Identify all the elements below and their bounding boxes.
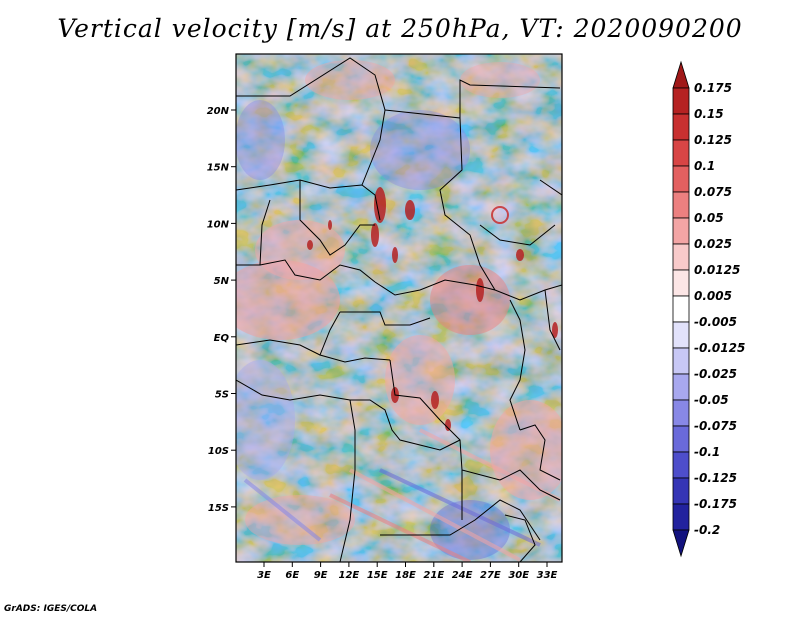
colorbar: 0.175 0.15 0.125 0.1 0.075 0.05 0.025 0.0125 0.0… [672, 60, 745, 558]
colorbar-segment [672, 321, 690, 349]
colorbar-label: 0.05 [694, 211, 724, 225]
colorbar-segment [672, 373, 690, 401]
colorbar-segment [672, 139, 690, 167]
colorbar-segment [672, 269, 690, 297]
colorbar-segment [672, 165, 690, 193]
colorbar-segment [672, 191, 690, 219]
latitude-axis: 20N 15N 10N 5N EQ 5S 10S 15S [207, 106, 236, 514]
lat-tick-label: 15N [207, 163, 230, 174]
colorbar-label: -0.025 [694, 367, 737, 381]
colorbar-segment [672, 217, 690, 245]
country-borders [236, 57, 562, 562]
lon-tick-label: 27E [480, 570, 501, 581]
colorbar-segment [672, 295, 690, 323]
longitude-axis: 3E 6E 9E 12E 15E 18E 21E 24E 27E 30E 33E [257, 562, 558, 581]
colorbar-label: 0.125 [694, 133, 732, 147]
colorbar-label: -0.0125 [694, 341, 745, 355]
colorbar-label: -0.075 [694, 419, 737, 433]
lat-tick-label: 5N [214, 276, 230, 287]
colorbar-segment [672, 87, 690, 115]
lon-tick-label: 9E [314, 570, 328, 581]
colorbar-label: 0.0125 [694, 263, 740, 277]
map-frame [235, 53, 563, 563]
colorbar-label: 0.025 [694, 237, 732, 251]
lon-tick-label: 18E [395, 570, 416, 581]
colorbar-label: 0.075 [694, 185, 732, 199]
grads-credit: GrADS: IGES/COLA [4, 604, 98, 614]
lon-tick-label: 12E [339, 570, 360, 581]
colorbar-label: -0.05 [694, 393, 729, 407]
map-title: Vertical velocity [m/s] at 250hPa, VT: 2… [57, 14, 743, 43]
velocity-field [236, 54, 562, 562]
lon-tick-label: 24E [452, 570, 473, 581]
colorbar-segment [672, 60, 690, 89]
colorbar-label: -0.125 [694, 471, 737, 485]
colorbar-segment [672, 477, 690, 505]
lat-tick-label: EQ [214, 333, 230, 344]
lon-tick-label: 21E [423, 570, 444, 581]
colorbar-label: 0.15 [694, 107, 724, 121]
colorbar-label: -0.1 [694, 445, 720, 459]
colorbar-label: 0.175 [694, 81, 732, 95]
lon-tick-label: 6E [285, 570, 299, 581]
lon-tick-label: 33E [537, 570, 558, 581]
colorbar-segment [672, 243, 690, 271]
colorbar-label: -0.2 [694, 523, 720, 537]
colorbar-label: 0.005 [694, 289, 732, 303]
colorbar-segment [672, 347, 690, 375]
colorbar-segment [672, 529, 690, 558]
colorbar-segment [672, 425, 690, 453]
colorbar-label: 0.1 [694, 159, 715, 173]
lat-tick-label: 15S [208, 503, 229, 514]
colorbar-label: -0.005 [694, 315, 737, 329]
lon-tick-label: 3E [257, 570, 271, 581]
colorbar-segment [672, 399, 690, 427]
lat-tick-label: 10S [208, 446, 229, 457]
colorbar-segment [672, 503, 690, 531]
lat-tick-label: 5S [215, 390, 229, 401]
colorbar-label: -0.175 [694, 497, 737, 511]
lat-tick-label: 10N [207, 219, 230, 230]
lat-tick-label: 20N [207, 106, 230, 117]
colorbar-segment [672, 451, 690, 479]
lon-tick-label: 30E [508, 570, 529, 581]
lon-tick-label: 15E [367, 570, 388, 581]
colorbar-segment [672, 113, 690, 141]
